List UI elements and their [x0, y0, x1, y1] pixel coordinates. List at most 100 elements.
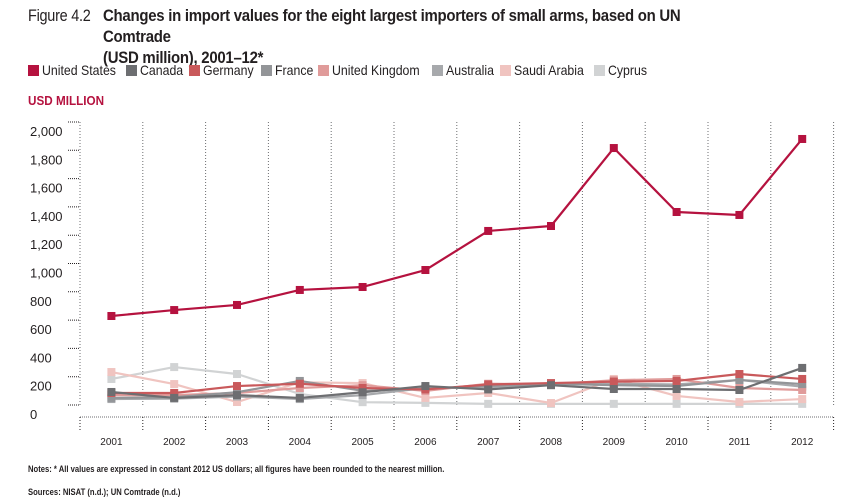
legend-label: Cyprus — [607, 62, 647, 78]
y-tick-label: 1,200 — [30, 237, 63, 252]
legend-item-france: France — [260, 62, 314, 78]
data-point — [107, 311, 116, 320]
data-point — [484, 385, 493, 394]
line-chart: 0 200 400 600 800 1,000 1,200 1,400 1,600 1,800 2,… — [30, 121, 835, 448]
series-canada — [107, 363, 807, 402]
y-tick-label: 600 — [30, 322, 52, 337]
data-point — [672, 391, 681, 400]
figure-title-text: Changes in import values for the eight l… — [103, 5, 719, 68]
y-tick-label: 0 — [30, 407, 37, 422]
data-point — [421, 398, 430, 407]
data-point — [295, 379, 304, 388]
data-point — [735, 210, 744, 219]
figure-title-line2: (USD million), 2001–12* — [103, 48, 264, 67]
data-point — [672, 399, 681, 408]
legend-label: Saudi Arabia — [514, 62, 585, 78]
data-point — [421, 266, 430, 275]
chart-sources: Sources: NISAT (n.d.); UN Comtrade (n.d.… — [28, 487, 181, 497]
legend-item-australia: Australia — [431, 62, 494, 78]
data-point — [798, 386, 807, 395]
data-point — [107, 393, 116, 402]
legend-swatch — [318, 64, 330, 76]
data-point — [358, 398, 367, 407]
data-point — [609, 144, 618, 153]
data-point — [547, 399, 555, 408]
data-point — [421, 393, 430, 402]
data-point — [672, 385, 681, 394]
figure-title: Figure 4.2 Changes in import values for … — [28, 5, 848, 67]
legend-label: Canada — [140, 62, 184, 78]
y-tick-label: 800 — [30, 294, 52, 309]
legend-swatch — [189, 64, 201, 76]
x-axis: 2001 2002 2003 2004 2005 2006 2007 2008 2009 2010… — [79, 416, 835, 448]
legend-swatch — [126, 64, 138, 76]
series-united-states — [107, 134, 807, 320]
figure-title-line1: Changes in import values for the eight l… — [103, 6, 681, 46]
x-tick-label: 2005 — [351, 437, 374, 448]
legend-item-united-states: United States — [28, 62, 120, 78]
legend-label: United States — [42, 62, 116, 78]
data-point — [484, 226, 493, 235]
figure-number: Figure 4.2 — [28, 6, 91, 25]
legend-swatch — [28, 64, 39, 76]
data-point — [295, 285, 304, 294]
gridlines — [79, 122, 835, 405]
legend-item-germany: Germany — [189, 62, 255, 78]
data-point — [798, 134, 807, 143]
data-point — [358, 384, 367, 393]
data-point — [735, 398, 744, 407]
legend-item-cyprus: Cyprus — [593, 62, 647, 78]
data-point — [798, 380, 807, 389]
data-point — [295, 393, 304, 402]
series-line — [111, 366, 803, 400]
x-tick-label: 2007 — [477, 437, 500, 448]
legend-swatch — [500, 64, 512, 76]
data-point — [233, 391, 241, 400]
data-point — [233, 300, 241, 309]
series-line — [111, 138, 804, 318]
x-tick-label: 2006 — [414, 437, 437, 448]
y-tick-label: 1,400 — [30, 209, 63, 224]
series-group — [107, 134, 807, 408]
y-axis-unit-label: USD MILLION — [28, 93, 105, 108]
data-point — [170, 306, 179, 315]
legend-label: Australia — [445, 62, 494, 78]
data-point — [107, 368, 116, 377]
data-point — [170, 363, 179, 372]
y-tick-label: 400 — [30, 350, 52, 365]
data-point — [484, 399, 493, 408]
y-tick-label: 1,600 — [30, 181, 63, 196]
data-point — [233, 398, 241, 407]
x-tick-label: 2010 — [665, 437, 688, 448]
legend-swatch — [593, 64, 605, 76]
data-point — [798, 374, 807, 383]
x-tick-label: 2009 — [603, 437, 626, 448]
x-tick-label: 2012 — [791, 437, 814, 448]
legend-item-saudi-arabia: Saudi Arabia — [500, 62, 587, 78]
chart-legend: United States Canada Germany France United K… — [28, 62, 652, 78]
data-point — [421, 382, 430, 391]
data-point — [358, 388, 367, 397]
data-point — [170, 380, 179, 389]
chart-notes: Notes: * All values are expressed in con… — [28, 464, 445, 474]
legend-label: United Kingdom — [332, 62, 420, 78]
data-point — [233, 370, 241, 379]
data-point — [798, 399, 807, 408]
data-point — [547, 222, 555, 231]
data-point — [107, 374, 116, 383]
data-point — [107, 387, 116, 396]
legend-label: France — [274, 62, 314, 78]
data-point — [295, 384, 304, 393]
series-line — [111, 365, 803, 405]
data-point — [547, 381, 555, 390]
data-point — [672, 376, 681, 385]
data-point — [170, 388, 179, 397]
y-tick-label: 1,800 — [30, 152, 63, 167]
data-point — [672, 207, 681, 216]
legend-item-canada: Canada — [126, 62, 183, 78]
data-point — [609, 399, 618, 408]
y-tick-label: 1,000 — [30, 266, 63, 281]
x-tick-label: 2011 — [729, 437, 751, 448]
data-point — [609, 377, 618, 386]
x-tick-label: 2002 — [163, 437, 186, 448]
